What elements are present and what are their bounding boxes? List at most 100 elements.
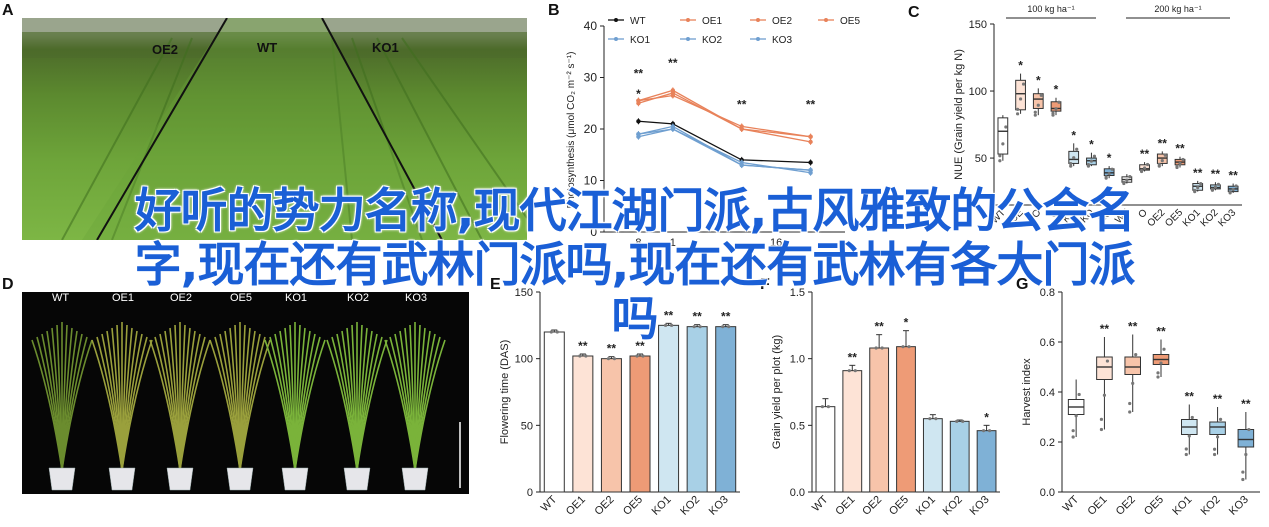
x-tick-label: OE5 bbox=[1163, 207, 1185, 229]
jitter-point bbox=[1163, 153, 1167, 157]
jitter-point bbox=[1107, 172, 1111, 176]
x-tick-label: OE1 bbox=[833, 494, 857, 518]
significance-mark: ** bbox=[1100, 322, 1110, 336]
jitter-point bbox=[1215, 435, 1220, 439]
jitter-point bbox=[1033, 113, 1037, 117]
jitter-point bbox=[1039, 93, 1043, 97]
y-tick-label: 150 bbox=[969, 19, 987, 31]
legend-marker bbox=[756, 37, 760, 41]
y-axis-label: Grain yield per plot (kg) bbox=[771, 335, 783, 449]
legend-label: KO1 bbox=[630, 35, 650, 46]
significance-mark: ** bbox=[692, 310, 702, 324]
y-tick-label: 0 bbox=[527, 487, 533, 499]
jitter-point bbox=[1071, 435, 1075, 439]
x-tick-label: OE5 bbox=[1142, 494, 1166, 518]
y-tick-label: 50 bbox=[975, 153, 987, 165]
data-dot bbox=[606, 357, 611, 361]
panel-letter-f: F bbox=[760, 276, 770, 293]
y-tick-label: 100 bbox=[515, 354, 533, 366]
y-tick-label: 40 bbox=[584, 19, 598, 33]
significance-mark: * bbox=[1089, 138, 1094, 152]
y-tick-label: 0.4 bbox=[1040, 387, 1055, 399]
y-tick-label: 50 bbox=[521, 420, 533, 432]
plant-label: KO1 bbox=[285, 292, 308, 304]
data-dot bbox=[578, 354, 582, 358]
plant bbox=[326, 322, 388, 491]
data-dot bbox=[612, 357, 617, 361]
plot-label: OE2 bbox=[152, 42, 179, 57]
plants-illustration bbox=[31, 322, 461, 491]
plant bbox=[31, 322, 93, 491]
jitter-point bbox=[1159, 361, 1163, 365]
legend-marker bbox=[686, 37, 690, 41]
significance-mark: ** bbox=[607, 342, 617, 356]
bar bbox=[922, 418, 943, 493]
jitter-point bbox=[1086, 163, 1091, 167]
data-dot bbox=[955, 419, 959, 423]
jitter-point bbox=[1069, 162, 1073, 166]
jitter-point bbox=[1033, 110, 1037, 114]
legend-label: OE1 bbox=[702, 16, 722, 27]
plant-leaf bbox=[294, 339, 326, 471]
jitter-point bbox=[1089, 159, 1094, 163]
bar bbox=[600, 358, 622, 493]
bar bbox=[629, 355, 651, 493]
significance-mark: ** bbox=[1213, 392, 1223, 406]
x-tick-label: OE2 bbox=[592, 494, 616, 518]
jitter-point bbox=[1077, 392, 1081, 397]
jitter-point bbox=[1157, 162, 1161, 167]
data-point bbox=[670, 88, 676, 93]
jitter-point bbox=[1004, 125, 1008, 129]
plant-leaf bbox=[239, 339, 271, 471]
significance-mark: ** bbox=[634, 67, 644, 81]
significance-mark: ** bbox=[737, 97, 747, 111]
nue-box-chart: 50100150WT*OE*O*O*KO*KO*KOWT**O**OE2**OE… bbox=[953, 4, 1242, 229]
plot-label: WT bbox=[257, 40, 278, 55]
bar bbox=[976, 430, 997, 493]
jitter-point bbox=[1139, 168, 1144, 173]
flowering-time-bar-chart: 0 50 100 150 WT ** OE1 ** OE2 ** OE5 ** KO1 ** KO2 ** KO… bbox=[499, 287, 740, 518]
significance-mark: * bbox=[1107, 151, 1112, 165]
significance-mark: ** bbox=[806, 97, 816, 111]
jitter-point bbox=[1015, 112, 1020, 116]
data-dot bbox=[721, 325, 725, 329]
plant-label: OE2 bbox=[170, 292, 193, 304]
jitter-point bbox=[1071, 429, 1075, 433]
box bbox=[1209, 421, 1226, 435]
data-dot bbox=[934, 417, 938, 421]
y-tick-label: 0.0 bbox=[790, 487, 805, 499]
x-tick-label: 1 bbox=[670, 237, 676, 249]
flower-pot bbox=[166, 467, 194, 491]
data-dot bbox=[826, 405, 831, 409]
jitter-point bbox=[1187, 434, 1191, 438]
legend-label: WT bbox=[630, 16, 646, 27]
jitter-point bbox=[1247, 427, 1251, 432]
significance-mark: ** bbox=[1140, 147, 1150, 161]
significance-mark: ** bbox=[1175, 142, 1185, 156]
significance-mark: ** bbox=[874, 320, 884, 334]
jitter-point bbox=[1057, 100, 1061, 104]
panel-letter-g: G bbox=[1016, 276, 1029, 293]
plant-leaf bbox=[179, 339, 211, 471]
data-point bbox=[739, 126, 744, 132]
jitter-point bbox=[1184, 447, 1188, 451]
jitter-point bbox=[998, 154, 1002, 158]
x-tick-label: WT bbox=[1061, 493, 1082, 514]
x-tick-label: KO1 bbox=[650, 494, 674, 518]
plant-label: KO3 bbox=[405, 292, 428, 304]
data-dot bbox=[584, 354, 588, 358]
grain-yield-bar-chart: 0.0 0.5 1.0 1.5 WT ** OE1 ** OE2 * OE5 KO1 KO2 * KO3 Gr… bbox=[771, 287, 1000, 518]
jitter-point bbox=[1160, 159, 1164, 163]
flower-pot bbox=[343, 467, 371, 491]
jitter-point bbox=[1054, 107, 1058, 111]
legend-marker bbox=[824, 18, 828, 22]
jitter-point bbox=[1216, 182, 1221, 186]
jitter-point bbox=[1241, 477, 1245, 482]
jitter-point bbox=[1193, 188, 1197, 193]
y-tick-label: 20 bbox=[584, 122, 598, 136]
box bbox=[997, 117, 1009, 155]
series-line bbox=[638, 92, 811, 143]
jitter-point bbox=[1156, 375, 1160, 379]
x-tick-label: OE2 bbox=[860, 494, 884, 518]
jitter-point bbox=[1001, 142, 1005, 146]
